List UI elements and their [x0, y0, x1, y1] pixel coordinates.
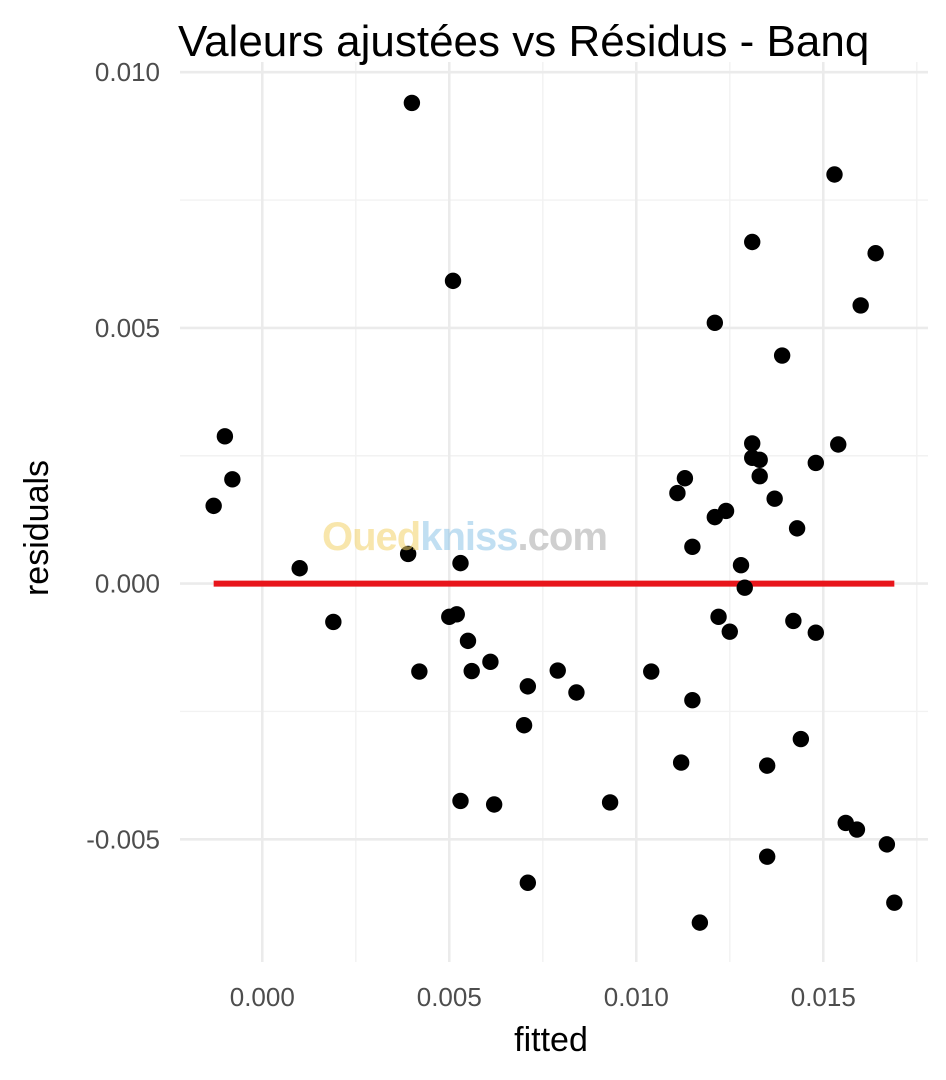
data-point	[411, 663, 428, 680]
data-point	[672, 754, 690, 771]
data-point	[732, 556, 750, 574]
data-point	[766, 490, 783, 507]
data-point	[669, 484, 686, 502]
data-point	[452, 554, 469, 572]
data-point	[848, 821, 866, 838]
data-point	[758, 848, 776, 865]
data-point	[744, 435, 761, 452]
x-tick-label: 0.005	[417, 982, 482, 1012]
data-point	[601, 794, 619, 811]
data-point	[717, 502, 735, 520]
data-point	[807, 624, 824, 641]
data-point	[463, 662, 480, 680]
y-tick-label: -0.005	[86, 824, 160, 854]
data-point	[751, 468, 768, 485]
x-tick-label: 0.015	[791, 982, 856, 1012]
data-point	[485, 796, 503, 813]
data-point	[706, 314, 724, 331]
data-point	[785, 612, 802, 630]
data-point	[751, 451, 768, 469]
data-point	[515, 717, 533, 734]
data-point	[224, 471, 241, 488]
watermark-logo: Ouedkniss.com	[322, 515, 608, 560]
data-point	[325, 613, 342, 631]
x-tick-label: 0.010	[604, 982, 669, 1012]
data-point	[482, 653, 499, 671]
x-tick-label: 0.000	[230, 982, 295, 1012]
data-point	[773, 347, 791, 364]
data-point	[452, 792, 469, 810]
watermark-part-3: .com	[517, 515, 608, 559]
data-point	[519, 874, 537, 891]
x-axis-title: fitted	[514, 1021, 588, 1059]
data-point	[721, 623, 738, 640]
data-point	[691, 914, 709, 931]
chart-title: Valeurs ajustées vs Résidus - Banq	[178, 17, 869, 66]
y-tick-label: 0.000	[95, 569, 160, 599]
data-point	[867, 245, 884, 262]
data-point	[744, 233, 761, 251]
y-tick-label: 0.005	[95, 313, 160, 343]
watermark-part-2: kniss	[420, 515, 518, 559]
data-point	[684, 538, 701, 555]
data-point	[886, 894, 903, 911]
data-point	[758, 757, 776, 774]
data-point	[792, 730, 810, 748]
data-point	[643, 663, 660, 680]
data-point	[788, 520, 806, 537]
data-point	[736, 579, 753, 596]
data-point	[459, 632, 477, 650]
data-point	[684, 691, 701, 709]
data-point	[291, 560, 308, 577]
data-point	[403, 94, 421, 112]
data-point	[205, 497, 222, 515]
y-axis-title: residuals	[18, 460, 56, 596]
data-point	[807, 454, 824, 472]
data-points	[205, 94, 903, 931]
data-point	[852, 297, 869, 314]
data-point	[878, 836, 896, 853]
data-point	[444, 272, 462, 290]
data-point	[676, 470, 694, 487]
data-point	[710, 608, 727, 626]
data-point	[399, 545, 417, 563]
y-tick-label: 0.010	[95, 57, 160, 87]
watermark-part-1: Oued	[322, 515, 421, 559]
grid	[180, 62, 928, 962]
data-point	[448, 606, 465, 623]
tick-labels: 0.000 0.005 0.010 0.015 -0.005 0.000 0.005 0.01…	[86, 57, 856, 1012]
data-point	[830, 436, 847, 453]
data-point	[519, 678, 537, 695]
data-point	[216, 428, 234, 445]
data-point	[549, 662, 566, 679]
data-point	[568, 684, 585, 701]
data-point	[826, 166, 843, 183]
